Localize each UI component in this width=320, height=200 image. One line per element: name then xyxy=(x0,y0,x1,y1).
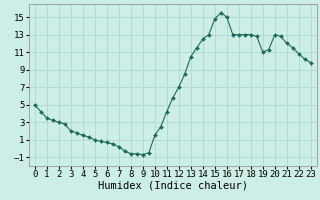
X-axis label: Humidex (Indice chaleur): Humidex (Indice chaleur) xyxy=(98,181,248,191)
